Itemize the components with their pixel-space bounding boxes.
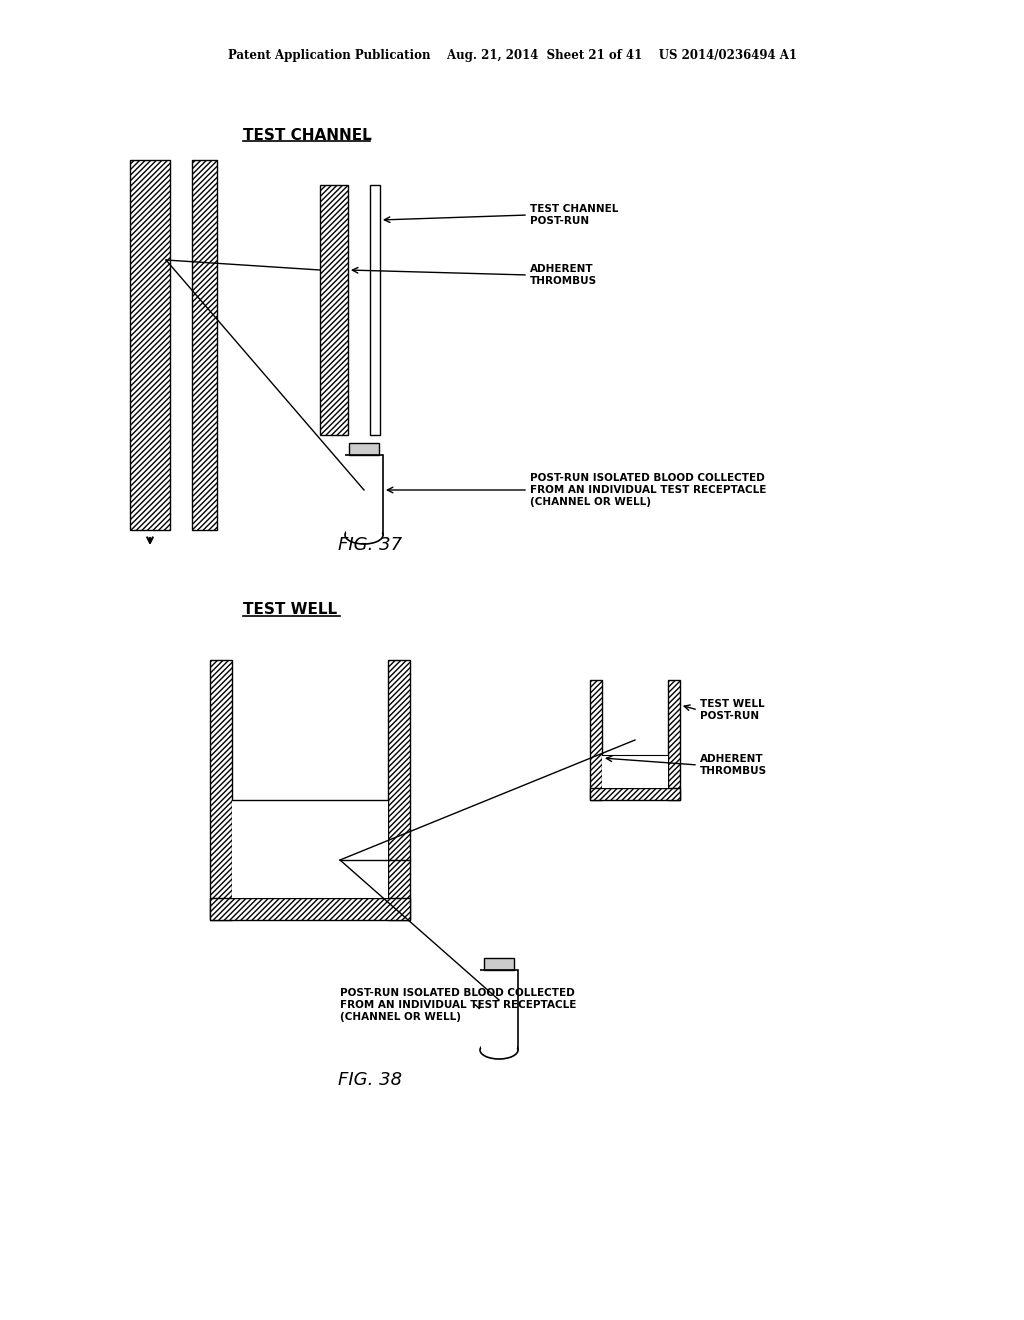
- Polygon shape: [602, 755, 668, 788]
- Ellipse shape: [480, 1041, 518, 1059]
- Polygon shape: [210, 660, 232, 920]
- Polygon shape: [590, 680, 602, 800]
- Polygon shape: [668, 680, 680, 800]
- Polygon shape: [232, 800, 388, 898]
- Text: FIG. 37: FIG. 37: [338, 536, 402, 554]
- Polygon shape: [349, 444, 379, 455]
- Text: TEST WELL: TEST WELL: [243, 602, 337, 618]
- Text: Patent Application Publication    Aug. 21, 2014  Sheet 21 of 41    US 2014/02364: Patent Application Publication Aug. 21, …: [227, 49, 797, 62]
- Text: ADHERENT
THROMBUS: ADHERENT THROMBUS: [530, 264, 597, 286]
- Polygon shape: [370, 185, 380, 436]
- Text: TEST CHANNEL: TEST CHANNEL: [243, 128, 372, 143]
- Polygon shape: [388, 660, 410, 920]
- Polygon shape: [130, 160, 170, 531]
- Text: POST-RUN ISOLATED BLOOD COLLECTED
FROM AN INDIVIDUAL TEST RECEPTACLE
(CHANNEL OR: POST-RUN ISOLATED BLOOD COLLECTED FROM A…: [530, 474, 766, 507]
- Polygon shape: [484, 958, 514, 970]
- Polygon shape: [319, 185, 348, 436]
- Polygon shape: [210, 898, 410, 920]
- Polygon shape: [193, 160, 217, 531]
- Text: FIG. 38: FIG. 38: [338, 1071, 402, 1089]
- Text: TEST CHANNEL
POST-RUN: TEST CHANNEL POST-RUN: [530, 205, 618, 226]
- Text: TEST WELL
POST-RUN: TEST WELL POST-RUN: [700, 700, 765, 721]
- Ellipse shape: [345, 525, 383, 544]
- Polygon shape: [481, 1001, 517, 1048]
- Polygon shape: [590, 788, 680, 800]
- Text: POST-RUN ISOLATED BLOOD COLLECTED
FROM AN INDIVIDUAL TEST RECEPTACLE
(CHANNEL OR: POST-RUN ISOLATED BLOOD COLLECTED FROM A…: [340, 989, 577, 1022]
- Text: ADHERENT
THROMBUS: ADHERENT THROMBUS: [700, 754, 767, 776]
- Polygon shape: [346, 484, 382, 533]
